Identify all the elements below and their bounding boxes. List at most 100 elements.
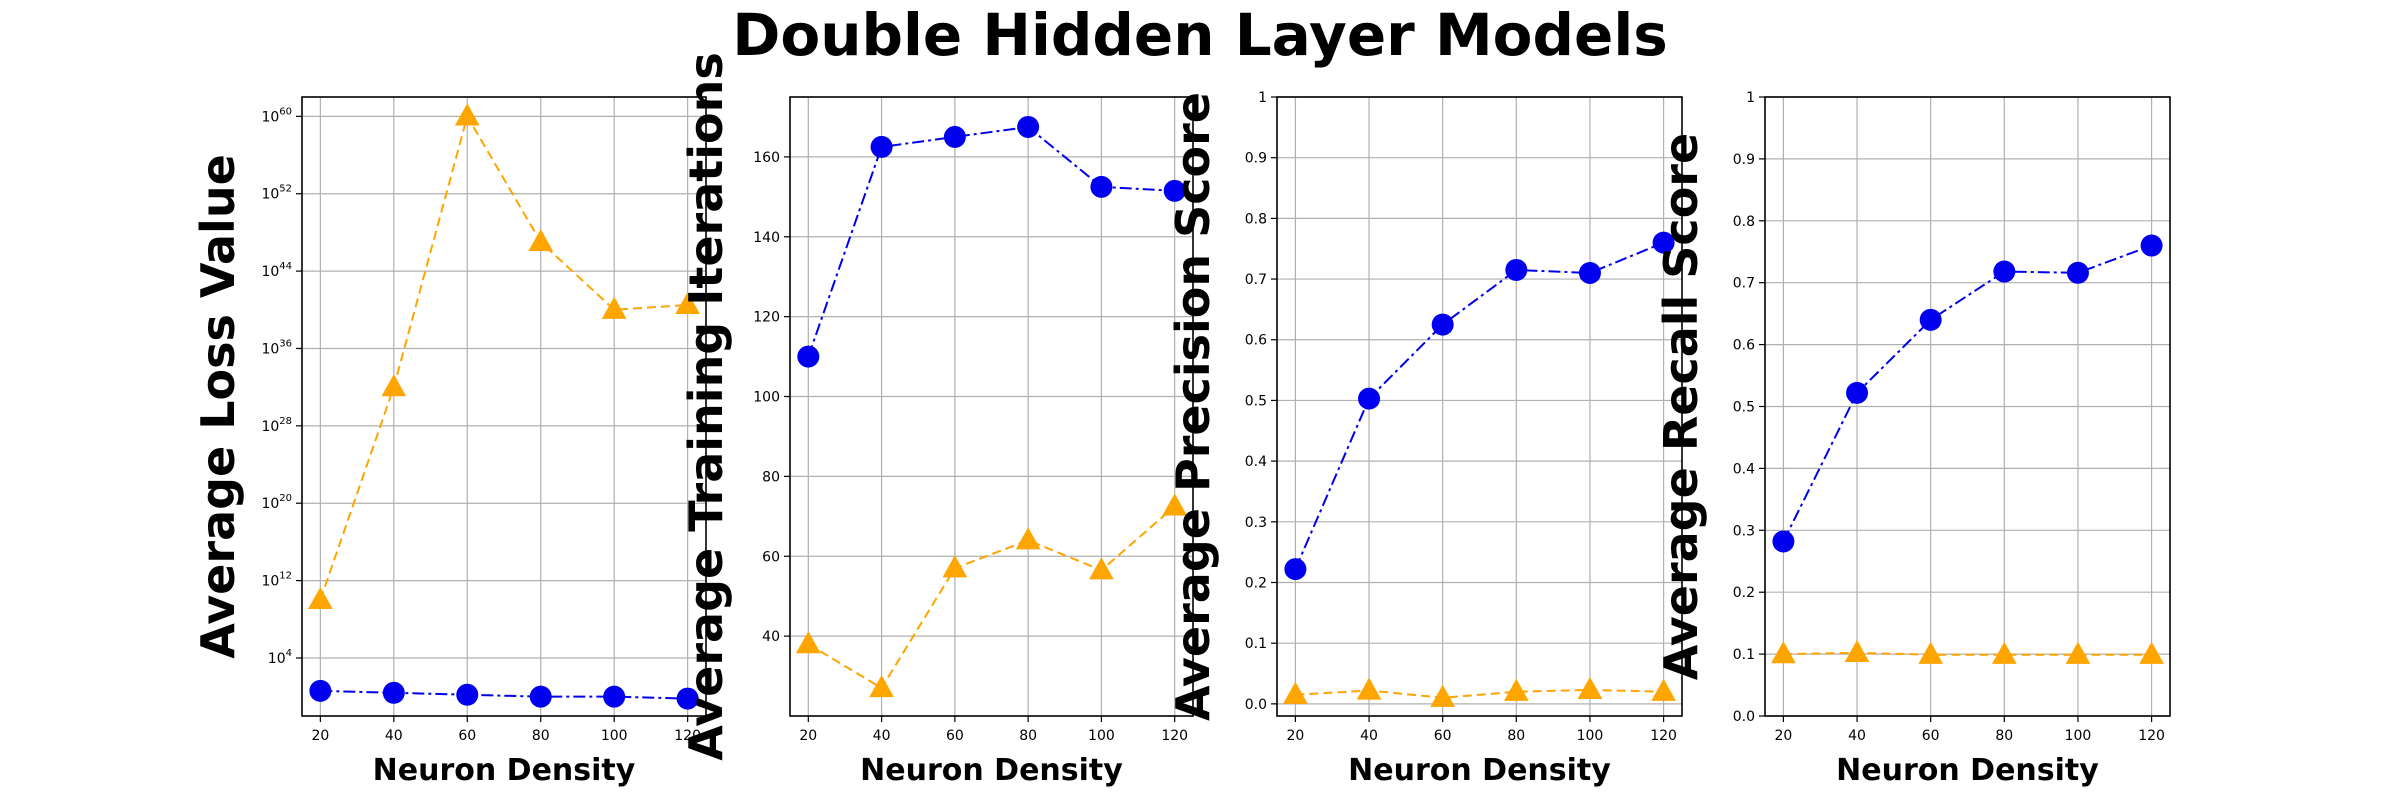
- x-tick-label: 80: [532, 728, 550, 744]
- series-2-point: [1651, 678, 1676, 701]
- y-tick-label: 1: [1258, 90, 1267, 106]
- series-1-point: [943, 125, 966, 148]
- series-1-point: [1431, 313, 1454, 336]
- y-axis-label: Average Precision Score: [1166, 92, 1220, 721]
- series-2-point: [1356, 677, 1382, 700]
- x-tick-label: 120: [1161, 728, 1188, 744]
- y-axis-label: Average Recall Score: [1654, 133, 1708, 680]
- y-tick-label: 0.8: [1245, 211, 1267, 227]
- y-tick-label: 40: [762, 629, 780, 645]
- series-2-point: [1283, 681, 1308, 704]
- series-1-point: [797, 345, 820, 368]
- y-tick-label: 1044: [261, 261, 292, 280]
- chart-panel-1: 20 40 60 80 100 120 104 1012 1020 1028 1036 1044 105…: [191, 96, 707, 788]
- series-1-point: [1993, 260, 2016, 283]
- series-1-point: [2066, 261, 2089, 284]
- y-tick-label: 140: [753, 230, 780, 246]
- x-tick-label: 80: [1019, 728, 1037, 744]
- x-tick-label: 20: [1774, 728, 1792, 744]
- x-tick-label: 100: [1577, 728, 1604, 744]
- x-tick-label: 60: [1922, 728, 1940, 744]
- y-axis-label: Average Loss Value: [191, 154, 245, 659]
- y-tick-label: 0.6: [1245, 333, 1267, 349]
- y-tick-label: 0.2: [1245, 575, 1267, 591]
- series-1-point: [1358, 387, 1381, 410]
- series-2-point: [1430, 684, 1456, 707]
- y-tick-label: 0.2: [1733, 585, 1755, 601]
- x-tick-label: 40: [1360, 728, 1378, 744]
- chart-panel-4: 20 40 60 80 100 120 0.0 0.1 0.2 0.3 0.4 0.5 0.6 0.7 0.…: [1654, 90, 2171, 788]
- figure-title: Double Hidden Layer Models: [732, 1, 1668, 69]
- y-tick-label: 0.0: [1245, 697, 1267, 713]
- series-2-point: [2139, 641, 2164, 664]
- series-1-point: [529, 685, 552, 708]
- series-2-point: [308, 586, 333, 610]
- x-tick-label: 40: [1848, 728, 1866, 744]
- y-tick-label: 1028: [261, 416, 292, 435]
- series-1-line: [1782, 244, 2152, 542]
- x-tick-label: 20: [799, 728, 817, 744]
- x-tick-label: 60: [458, 728, 476, 744]
- y-tick-label: 0.5: [1245, 393, 1267, 409]
- series-1-point: [1017, 115, 1040, 138]
- series-1-point: [676, 687, 699, 710]
- series-1-point: [1652, 231, 1675, 254]
- series-2-point: [601, 296, 627, 319]
- x-tick-label: 120: [674, 728, 701, 744]
- x-tick-label: 80: [1507, 728, 1525, 744]
- series-1-point: [2140, 234, 2163, 257]
- series-2-point: [2065, 641, 2091, 664]
- y-tick-label: 104: [268, 648, 292, 667]
- x-tick-label: 40: [873, 728, 891, 744]
- x-tick-label: 120: [1650, 728, 1677, 744]
- series-2-line: [319, 113, 688, 601]
- series-1-point: [1919, 308, 1942, 331]
- series-2-point: [528, 229, 554, 252]
- series-2-point: [795, 631, 821, 654]
- series-1-point: [603, 685, 626, 708]
- y-tick-label: 0.7: [1245, 272, 1267, 288]
- x-tick-label: 20: [1286, 728, 1304, 744]
- chart-panel-3: 20 40 60 80 100 120 0.0 0.1 0.2 0.3 0.4 0.5 0.6 0.7 0.…: [1166, 90, 1683, 788]
- y-axis-label: Average Training Iterations: [679, 52, 733, 761]
- series-1-point: [1772, 530, 1795, 553]
- axes-frame: [789, 96, 1194, 717]
- y-tick-label: 0.9: [1245, 151, 1267, 167]
- series-2-point: [1089, 557, 1114, 580]
- series-1-line: [1294, 241, 1664, 570]
- y-tick-label: 1052: [261, 184, 292, 203]
- axes-frame: [1276, 96, 1683, 717]
- y-tick-label: 60: [762, 549, 780, 565]
- series-1-point: [1578, 261, 1601, 284]
- series-1-point: [870, 135, 893, 158]
- series-1-line: [807, 125, 1175, 357]
- x-tick-label: 120: [2138, 728, 2165, 744]
- x-axis-label: Neuron Density: [1348, 753, 1611, 788]
- x-tick-label: 20: [311, 728, 329, 744]
- y-tick-label: 1012: [261, 571, 292, 590]
- chart-panel-2: 20 40 60 80 100 120 40 60 80 100 120 140 160 Neuron D…: [679, 52, 1194, 788]
- y-tick-label: 0.1: [1733, 647, 1755, 663]
- y-tick-label: 80: [762, 469, 780, 485]
- series-2-point: [1844, 639, 1870, 662]
- y-tick-label: 0.5: [1733, 400, 1755, 416]
- x-axis-label: Neuron Density: [373, 753, 636, 788]
- y-tick-label: 100: [753, 390, 780, 406]
- axes-frame: [1764, 96, 2171, 717]
- y-tick-label: 1036: [261, 338, 292, 357]
- series-2-point: [869, 675, 894, 698]
- series-1-point: [456, 683, 479, 706]
- series-1-line: [320, 689, 688, 700]
- series-2-point: [1503, 678, 1529, 701]
- series-2-line: [1295, 688, 1664, 699]
- series-2-line: [1783, 651, 2152, 656]
- series-2-point: [1991, 641, 2017, 664]
- series-2-point: [1577, 676, 1603, 700]
- x-tick-label: 100: [1088, 728, 1115, 744]
- y-tick-label: 0.8: [1733, 214, 1755, 230]
- y-tick-label: 0.1: [1245, 636, 1267, 652]
- x-tick-label: 100: [2065, 728, 2092, 744]
- series-2-point: [1015, 527, 1041, 550]
- series-2-point: [675, 291, 700, 315]
